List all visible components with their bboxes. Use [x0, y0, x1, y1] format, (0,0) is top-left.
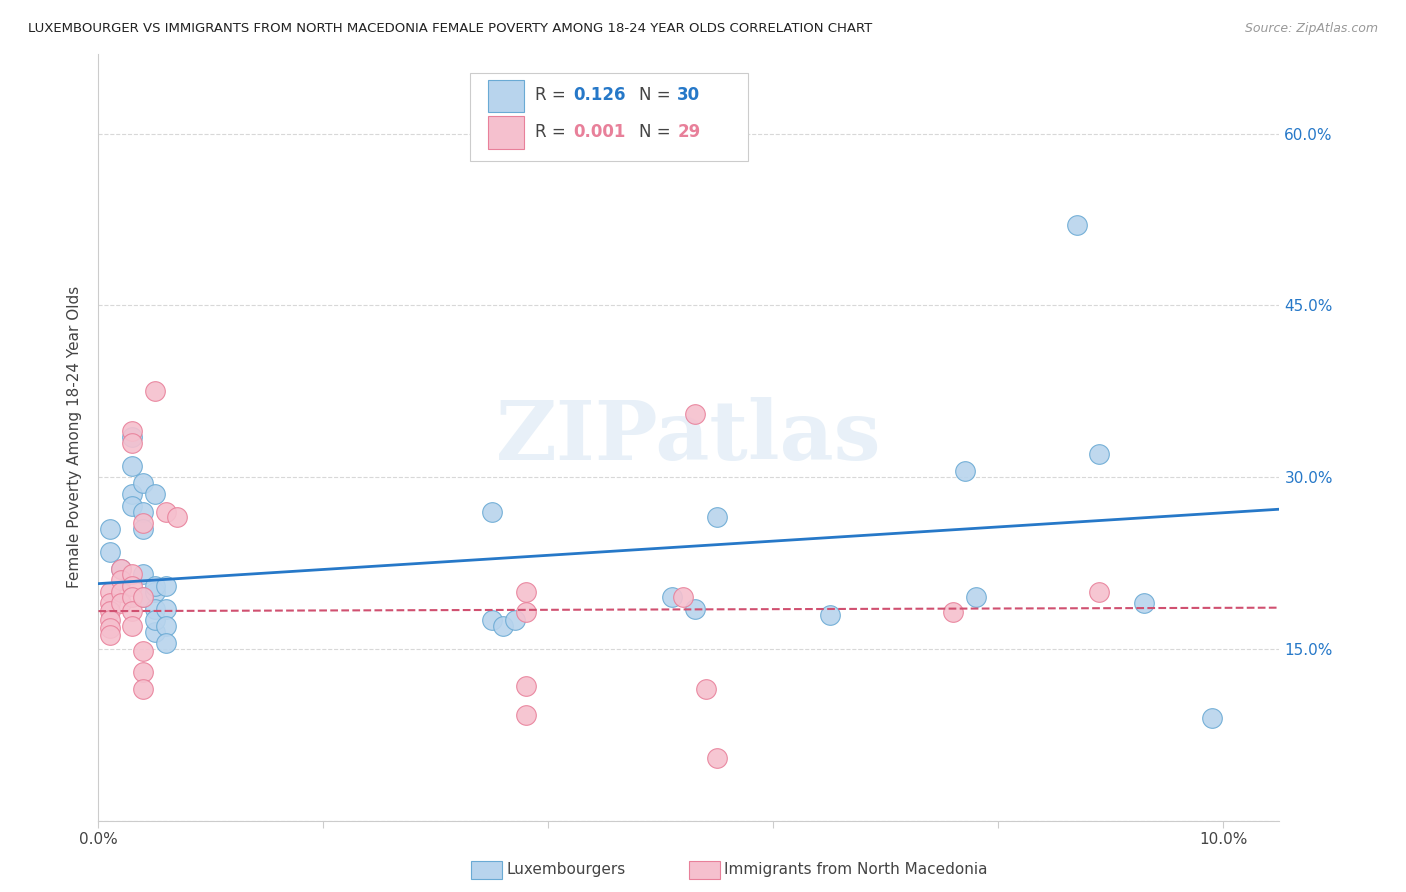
Point: [143, 584, 166, 599]
Point: [121, 487, 143, 501]
Text: 29: 29: [678, 123, 700, 141]
FancyBboxPatch shape: [488, 117, 523, 149]
Point: [818, 607, 841, 622]
Point: [121, 458, 143, 473]
Point: [1088, 447, 1111, 461]
Text: ZIPatlas: ZIPatlas: [496, 397, 882, 477]
Point: [503, 613, 526, 627]
Point: [481, 504, 503, 518]
Point: [706, 510, 728, 524]
Point: [481, 613, 503, 627]
Point: [98, 584, 121, 599]
Point: [1133, 596, 1156, 610]
Point: [143, 613, 166, 627]
Point: [121, 499, 143, 513]
Point: [492, 619, 515, 633]
Point: [132, 504, 155, 518]
Point: [132, 567, 155, 582]
FancyBboxPatch shape: [471, 73, 748, 161]
Text: Luxembourgers: Luxembourgers: [506, 863, 626, 877]
Point: [98, 544, 121, 558]
Point: [121, 591, 143, 605]
Point: [121, 567, 143, 582]
Point: [672, 591, 695, 605]
Point: [132, 665, 155, 679]
Point: [515, 708, 537, 723]
Point: [98, 596, 121, 610]
Point: [132, 516, 155, 530]
Text: LUXEMBOURGER VS IMMIGRANTS FROM NORTH MACEDONIA FEMALE POVERTY AMONG 18-24 YEAR : LUXEMBOURGER VS IMMIGRANTS FROM NORTH MA…: [28, 22, 872, 36]
Point: [121, 604, 143, 618]
Point: [155, 619, 177, 633]
Point: [143, 384, 166, 399]
Point: [155, 636, 177, 650]
Point: [942, 605, 965, 619]
Point: [110, 573, 132, 587]
Point: [1088, 584, 1111, 599]
Text: 0.126: 0.126: [574, 86, 626, 104]
Point: [121, 425, 143, 439]
Text: N =: N =: [640, 123, 676, 141]
Point: [132, 475, 155, 490]
FancyBboxPatch shape: [488, 79, 523, 112]
Point: [143, 487, 166, 501]
Point: [953, 465, 976, 479]
Point: [98, 621, 121, 635]
Point: [155, 602, 177, 616]
Point: [515, 584, 537, 599]
Point: [155, 504, 177, 518]
Point: [515, 679, 537, 693]
Point: [121, 619, 143, 633]
Point: [1066, 219, 1088, 233]
Text: 0.001: 0.001: [574, 123, 626, 141]
Point: [110, 584, 132, 599]
Text: Immigrants from North Macedonia: Immigrants from North Macedonia: [724, 863, 987, 877]
Point: [661, 591, 683, 605]
Point: [155, 579, 177, 593]
Point: [965, 591, 987, 605]
Point: [121, 435, 143, 450]
Point: [98, 604, 121, 618]
Text: R =: R =: [536, 123, 571, 141]
Point: [98, 522, 121, 536]
Point: [683, 407, 706, 421]
Point: [683, 602, 706, 616]
Point: [143, 602, 166, 616]
Point: [132, 522, 155, 536]
Text: Source: ZipAtlas.com: Source: ZipAtlas.com: [1244, 22, 1378, 36]
Point: [98, 613, 121, 627]
Point: [110, 562, 132, 576]
Point: [143, 579, 166, 593]
Point: [110, 562, 132, 576]
Point: [98, 628, 121, 642]
Y-axis label: Female Poverty Among 18-24 Year Olds: Female Poverty Among 18-24 Year Olds: [67, 286, 83, 588]
Point: [132, 591, 155, 605]
Text: N =: N =: [640, 86, 676, 104]
Text: R =: R =: [536, 86, 571, 104]
Point: [695, 681, 717, 696]
Point: [132, 681, 155, 696]
Point: [143, 624, 166, 639]
Text: 30: 30: [678, 86, 700, 104]
Point: [110, 596, 132, 610]
Point: [515, 605, 537, 619]
Point: [1201, 710, 1223, 724]
Point: [706, 750, 728, 764]
Point: [121, 579, 143, 593]
Point: [166, 510, 188, 524]
Point: [132, 644, 155, 658]
Point: [121, 430, 143, 444]
Point: [132, 591, 155, 605]
